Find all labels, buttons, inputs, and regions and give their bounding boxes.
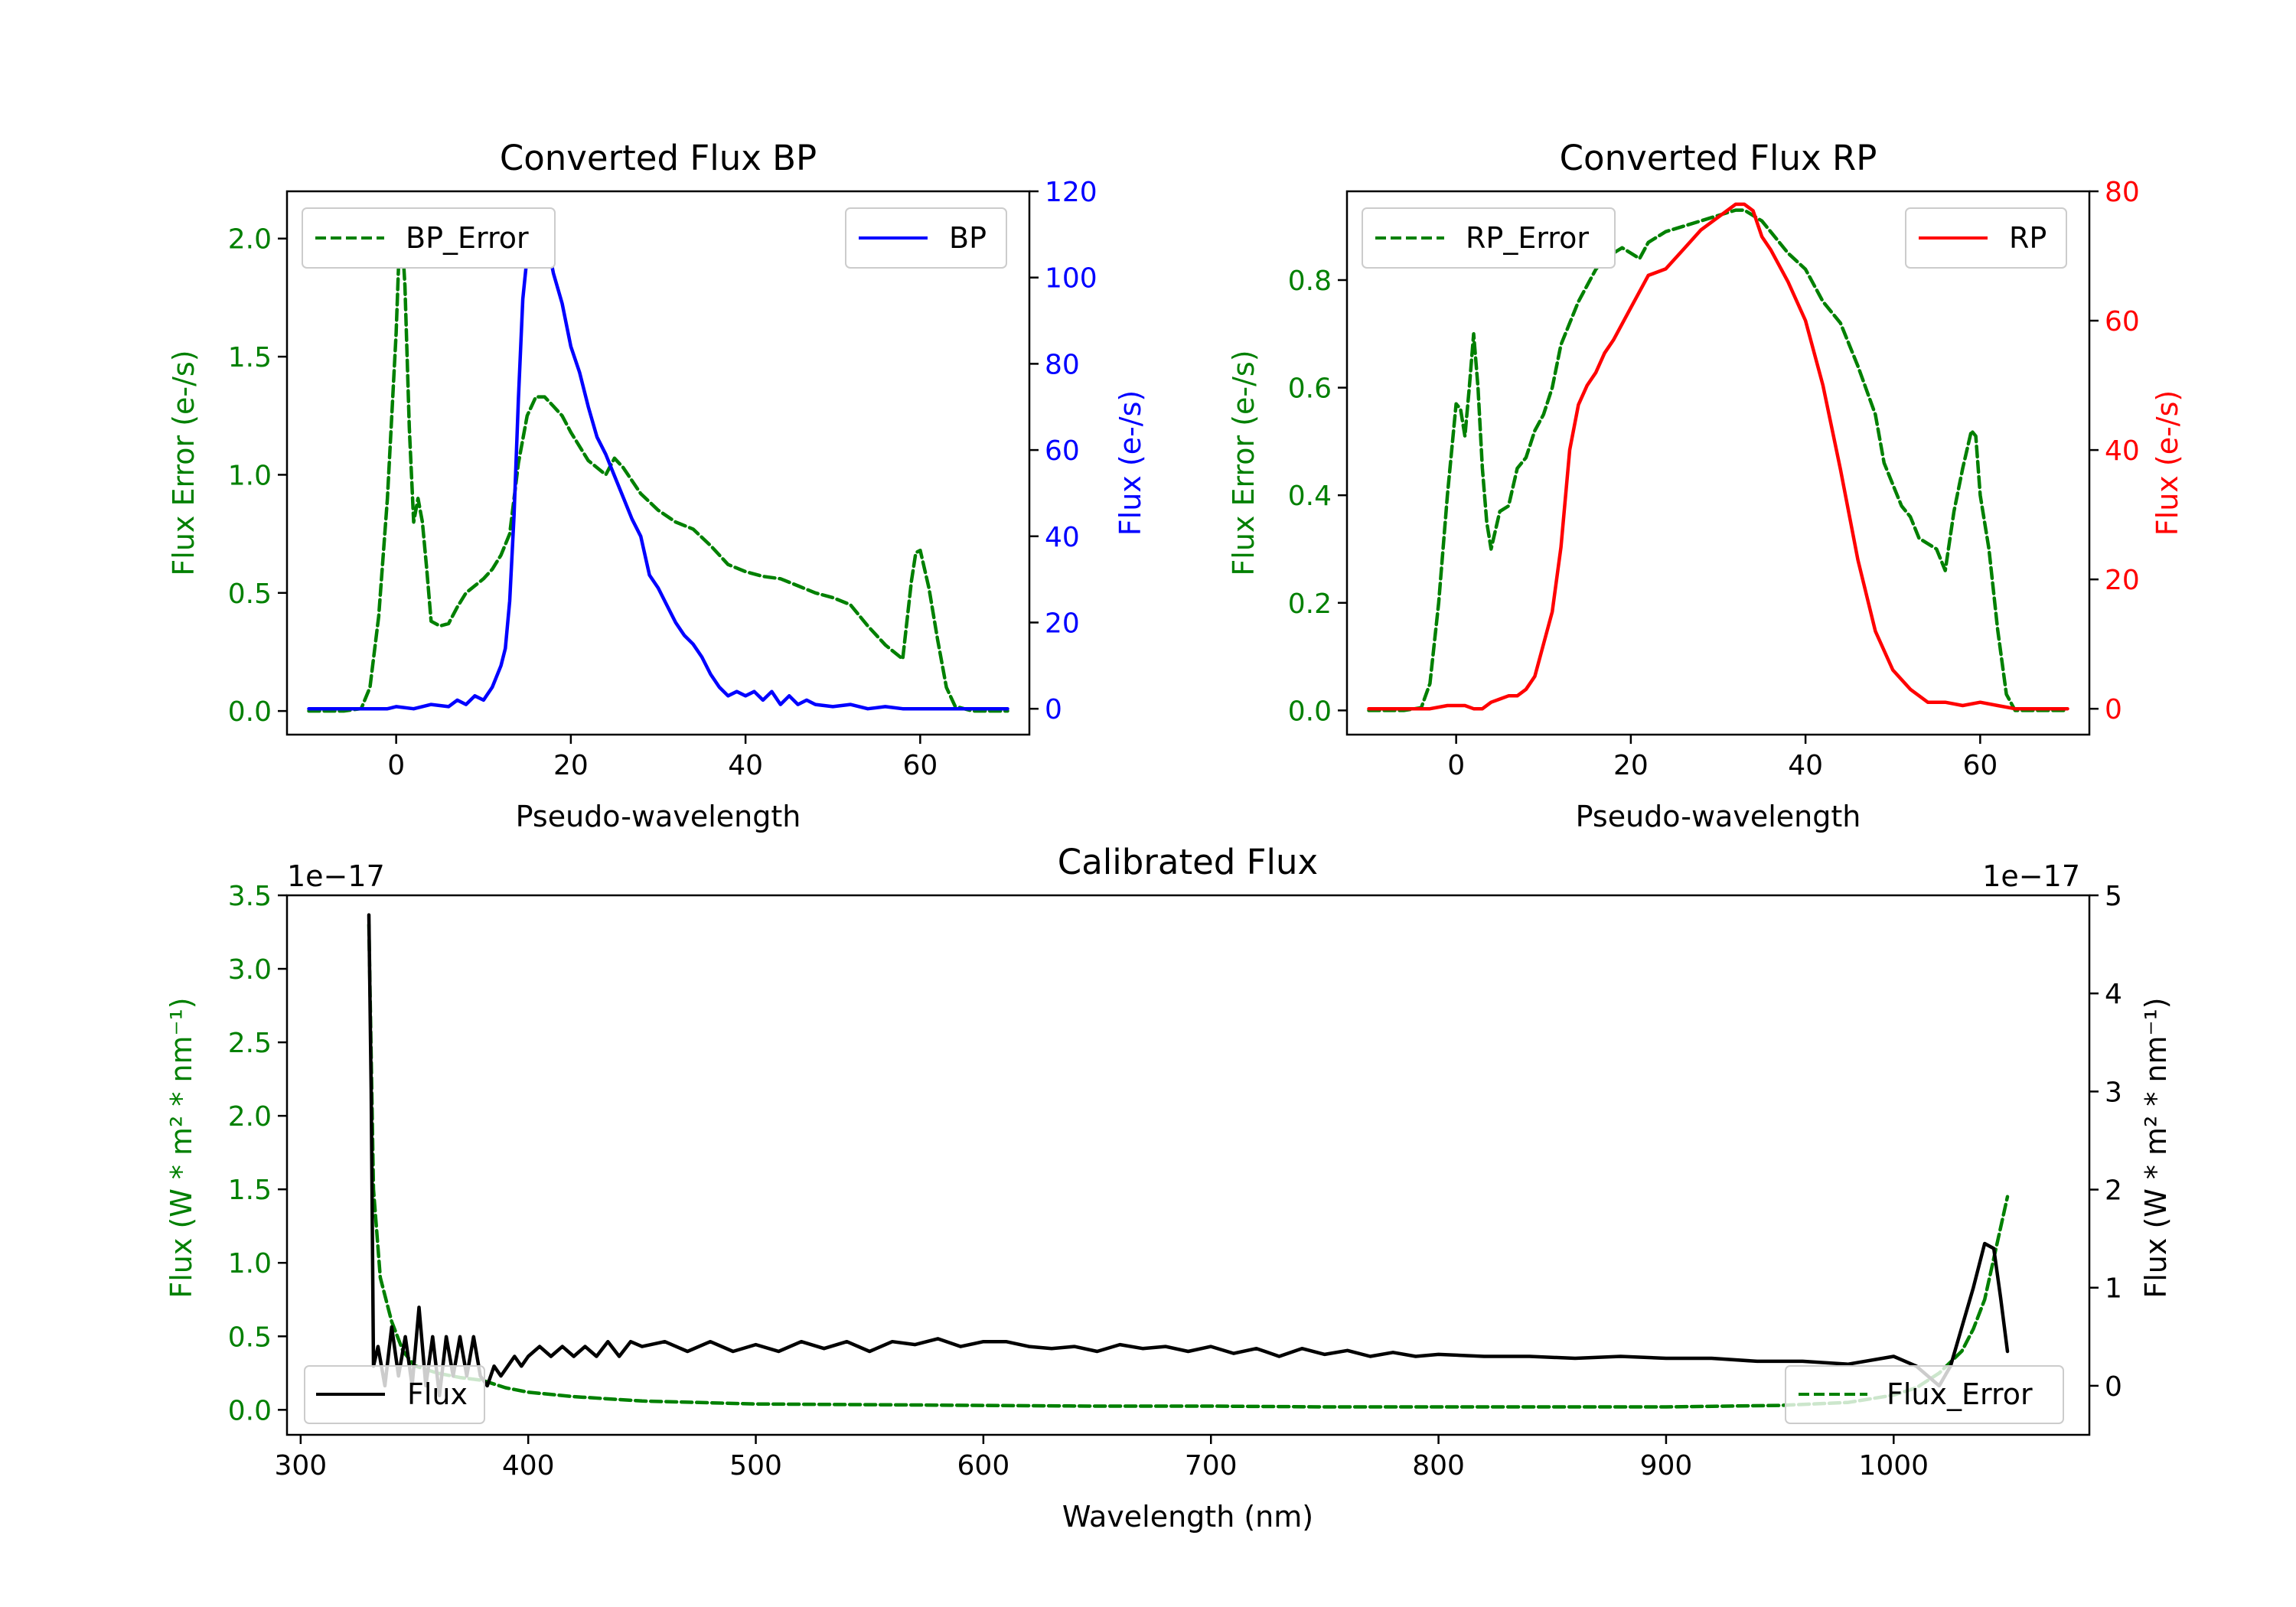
rp-legend-left: RP_Error <box>1362 207 1616 269</box>
rp-series-rp-line <box>1367 202 2069 711</box>
bp-y-right-tick-label: 120 <box>1045 177 1097 208</box>
bp-x-tick-label: 0 <box>387 750 405 781</box>
rp-plot-area <box>1367 202 2069 712</box>
calibrated-y-left-tick-label: 3.5 <box>228 881 272 912</box>
rp-ylabel-right: Flux (e-/s) <box>2151 390 2184 536</box>
calibrated-scale-left: 1e−17 <box>287 859 385 893</box>
bp-x-tick-label: 60 <box>902 750 938 781</box>
calibrated-y-right-tick-label: 3 <box>2105 1077 2122 1108</box>
calibrated-legend-left: Flux <box>304 1365 485 1424</box>
rp-y-left-tick-label: 0.2 <box>1288 588 1332 620</box>
calibrated-x-tick-label: 500 <box>729 1450 782 1482</box>
calibrated-y-left-tick-label: 1.5 <box>228 1175 272 1206</box>
rp-ticks: 0 20 40 60 0.0 0.2 0.4 0.6 0.8 0 20 40 60 80 <box>1288 177 2140 781</box>
calibrated-y-left-tick-label: 2.0 <box>228 1101 272 1133</box>
bp-legend-left: BP_Error <box>302 207 556 269</box>
calibrated-y-right-tick-label: 0 <box>2105 1371 2122 1403</box>
panel-bp: 0 20 40 60 0.0 0.5 1.0 1.5 2.0 0 20 40 60 80 100 120 Co… <box>167 138 1147 833</box>
rp-legend-left-label: RP_Error <box>1466 221 1589 255</box>
bp-y-right-tick-label: 100 <box>1045 263 1097 295</box>
calibrated-plot-area <box>367 913 2010 1409</box>
rp-y-right-tick-label: 80 <box>2105 177 2140 208</box>
rp-y-left-tick-label: 0.8 <box>1288 266 1332 297</box>
bp-y-left-tick-label: 0.0 <box>228 696 272 728</box>
rp-y-right-tick-label: 60 <box>2105 306 2140 337</box>
rp-y-left-tick-label: 0.4 <box>1288 481 1332 512</box>
rp-y-left-tick-label: 0.6 <box>1288 373 1332 405</box>
calibrated-x-tick-label: 800 <box>1412 1450 1465 1482</box>
bp-ylabel-left: Flux Error (e-/s) <box>167 350 201 575</box>
calibrated-ylabel-left: Flux (W * m² * nm⁻¹) <box>165 997 198 1298</box>
rp-legend-right: RP <box>1905 207 2067 269</box>
calibrated-x-tick-label: 400 <box>502 1450 555 1482</box>
bp-y-left-tick-label: 1.5 <box>228 342 272 373</box>
calibrated-ylabel-right: Flux (W * m² * nm⁻¹) <box>2139 997 2173 1298</box>
bp-xlabel: Pseudo-wavelength <box>516 800 801 833</box>
bp-axes-frame <box>285 190 1031 736</box>
rp-y-right-tick-label: 0 <box>2105 694 2122 725</box>
calibrated-y-left-tick-label: 1.0 <box>228 1248 272 1279</box>
rp-y-left-tick-label: 0.0 <box>1288 696 1332 727</box>
calibrated-legend-right-label: Flux_Error <box>1887 1377 2033 1411</box>
calibrated-x-tick-label: 900 <box>1640 1450 1693 1482</box>
rp-x-tick-label: 40 <box>1788 750 1823 781</box>
bp-legend-right: BP <box>845 207 1007 269</box>
rp-x-tick-label: 0 <box>1447 750 1465 781</box>
bp-y-right-tick-label: 80 <box>1045 349 1080 380</box>
calibrated-y-right-tick-label: 1 <box>2105 1273 2122 1305</box>
calibrated-y-left-tick-label: 3.0 <box>228 954 272 986</box>
rp-axes-frame <box>1345 190 2091 736</box>
bp-ticks: 0 20 40 60 0.0 0.5 1.0 1.5 2.0 0 20 40 60 80 100 120 <box>228 177 1097 781</box>
bp-ylabel-right: Flux (e-/s) <box>1114 390 1147 536</box>
rp-title: Converted Flux RP <box>1560 138 1877 178</box>
calibrated-y-right-tick-label: 5 <box>2105 881 2122 912</box>
calibrated-legend-right: Flux_Error <box>1785 1365 2064 1424</box>
rp-x-tick-label: 20 <box>1613 750 1649 781</box>
calibrated-y-left-tick-label: 0.5 <box>228 1322 272 1353</box>
rp-ylabel-left: Flux Error (e-/s) <box>1227 350 1261 575</box>
panel-rp: 0 20 40 60 0.0 0.2 0.4 0.6 0.8 0 20 40 60 80 Converte… <box>1227 138 2184 833</box>
calibrated-x-tick-label: 1000 <box>1858 1450 1929 1482</box>
bp-y-right-tick-label: 0 <box>1045 694 1062 725</box>
bp-y-left-tick-label: 1.0 <box>228 460 272 491</box>
bp-x-tick-label: 20 <box>553 750 589 781</box>
calibrated-y-left-tick-label: 2.5 <box>228 1028 272 1059</box>
calibrated-y-right-tick-label: 2 <box>2105 1175 2122 1207</box>
calibrated-legend-left-label: Flux <box>407 1377 468 1411</box>
panel-calibrated: 300 400 500 600 700 800 900 1000 0.0 0.5 1.0 1.5 2.0… <box>165 842 2173 1534</box>
calibrated-series-flux-line <box>367 913 2010 1397</box>
rp-x-tick-label: 60 <box>1962 750 1998 781</box>
bp-title: Converted Flux BP <box>500 138 817 178</box>
bp-y-right-tick-label: 40 <box>1045 522 1080 553</box>
bp-y-right-tick-label: 60 <box>1045 435 1080 467</box>
bp-legend-right-label: BP <box>949 221 987 255</box>
bp-y-right-tick-label: 20 <box>1045 608 1080 639</box>
calibrated-axes-frame <box>285 894 2091 1436</box>
calibrated-series-flux-error-line <box>367 923 2010 1409</box>
calibrated-x-tick-label: 700 <box>1185 1450 1238 1482</box>
calibrated-x-tick-label: 300 <box>274 1450 327 1482</box>
bp-series-bp-line <box>307 210 1009 711</box>
rp-series-rp-error-line <box>1367 208 2069 712</box>
bp-series-bp-error-line <box>307 208 1009 713</box>
calibrated-y-right-tick-label: 4 <box>2105 979 2122 1010</box>
rp-y-right-tick-label: 20 <box>2105 565 2140 596</box>
bp-legend-left-label: BP_Error <box>406 221 529 255</box>
calibrated-ticks: 300 400 500 600 700 800 900 1000 0.0 0.5 1.0 1.5 2.0… <box>228 881 2122 1482</box>
rp-y-right-tick-label: 40 <box>2105 435 2140 467</box>
calibrated-y-left-tick-label: 0.0 <box>228 1395 272 1426</box>
calibrated-scale-right: 1e−17 <box>1982 859 2080 893</box>
rp-xlabel: Pseudo-wavelength <box>1576 800 1861 833</box>
bp-x-tick-label: 40 <box>728 750 763 781</box>
bp-y-left-tick-label: 2.0 <box>228 224 272 256</box>
calibrated-xlabel: Wavelength (nm) <box>1062 1500 1313 1534</box>
bp-plot-area <box>307 208 1009 713</box>
bp-y-left-tick-label: 0.5 <box>228 579 272 610</box>
calibrated-x-tick-label: 600 <box>957 1450 1010 1482</box>
rp-legend-right-label: RP <box>2009 221 2047 255</box>
calibrated-title: Calibrated Flux <box>1058 842 1318 882</box>
